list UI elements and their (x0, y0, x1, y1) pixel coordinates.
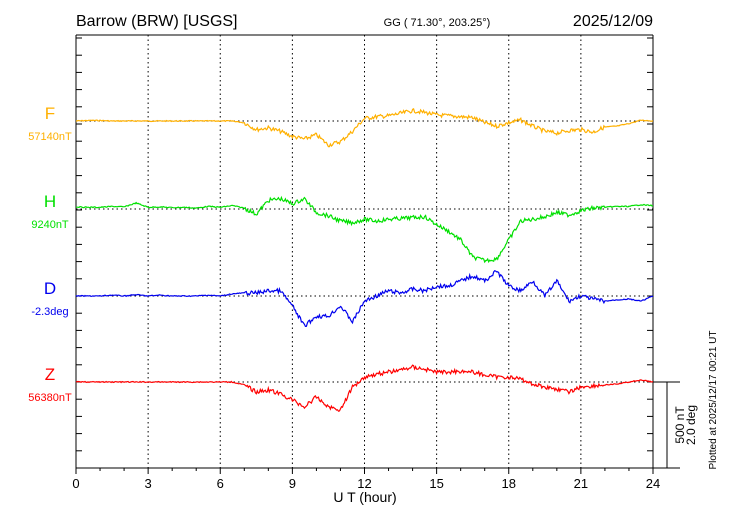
traces (75, 107, 654, 412)
x-tick-label: 3 (145, 476, 152, 491)
baseline-value-F: 57140nT (28, 131, 72, 143)
trace-H (75, 195, 654, 264)
axes: 0 3 6 9 12 15 18 21 24 (72, 34, 680, 491)
x-tick-label: 15 (429, 476, 443, 491)
scale-label-nt: 500 nT (673, 406, 687, 444)
series-labels: F 57140nT H 9240nT D -2.3deg Z 56380nT (28, 104, 72, 404)
x-tick-label: 18 (502, 476, 516, 491)
x-tick-label: 0 (72, 476, 79, 491)
baseline-value-D: -2.3deg (31, 306, 68, 318)
x-tick-label: 6 (217, 476, 224, 491)
series-name-Z: Z (45, 365, 55, 384)
baseline-value-Z: 56380nT (28, 392, 72, 404)
trace-Z (75, 364, 654, 412)
x-tick-label: 12 (357, 476, 371, 491)
x-tick-label: 9 (289, 476, 296, 491)
x-axis-label: U T (hour) (333, 489, 396, 505)
x-tick-label: 21 (574, 476, 588, 491)
series-name-F: F (45, 104, 55, 123)
x-tick-label: 24 (646, 476, 660, 491)
coordinates: GG ( 71.30°, 203.25°) (384, 17, 491, 29)
baseline-value-H: 9240nT (31, 219, 69, 231)
grid (76, 35, 653, 468)
trace-D (75, 269, 653, 328)
series-name-D: D (44, 279, 56, 298)
station-title: Barrow (BRW) [USGS] (76, 13, 238, 30)
plotted-timestamp: Plotted at 2025/12/17 00:21 UT (708, 331, 719, 470)
series-name-H: H (44, 192, 56, 211)
date: 2025/12/09 (573, 13, 653, 30)
trace-F (76, 107, 654, 148)
scale-label-deg: 2.0 deg (684, 405, 698, 445)
